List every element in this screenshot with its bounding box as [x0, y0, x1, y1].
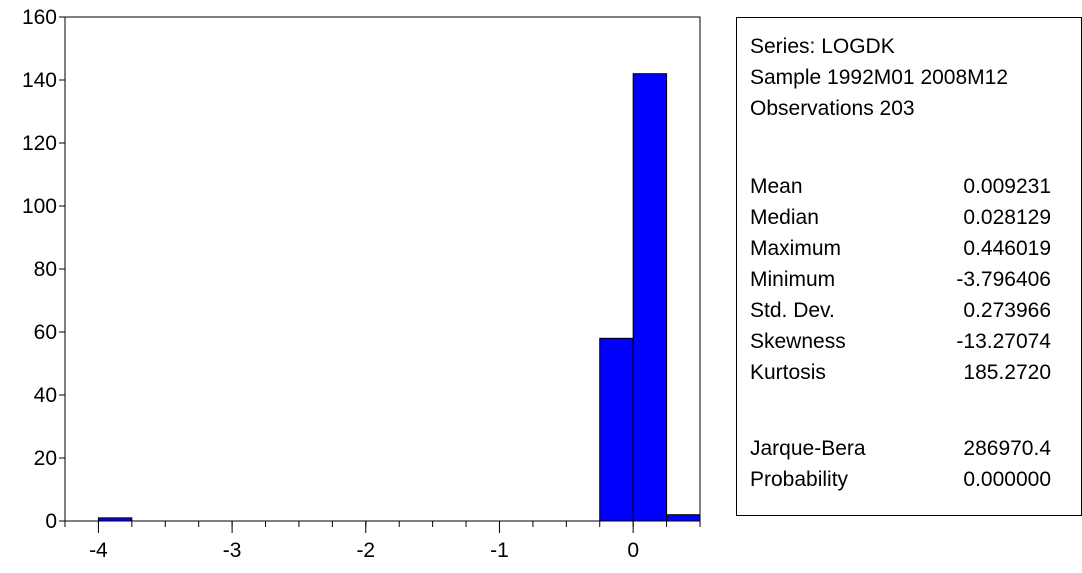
stat-value-jarque-bera: 286970.4 — [963, 437, 1051, 460]
stat-label-median: Median — [750, 206, 819, 229]
stat-label-jarque-bera: Jarque-Bera — [750, 437, 866, 460]
y-tick-label: 140 — [22, 69, 57, 92]
x-tick-label: -4 — [89, 539, 108, 562]
histogram-bar — [599, 337, 634, 522]
y-tick-label: 20 — [34, 447, 57, 470]
stat-value-minimum: -3.796406 — [956, 268, 1051, 291]
stat-value-kurtosis: 185.2720 — [963, 361, 1051, 384]
stat-value-probability: 0.000000 — [963, 468, 1051, 491]
stat-label-kurtosis: Kurtosis — [750, 361, 826, 384]
histogram-chart: 0 20 40 60 80 100 120 140 160 -4 -3 -2 -1 0 — [22, 6, 701, 562]
x-tick-label: -3 — [223, 539, 242, 562]
stat-value-std-dev: 0.273966 — [963, 299, 1051, 322]
histogram-bar — [97, 517, 133, 522]
histogram-bar — [666, 514, 701, 522]
y-tick-label: 100 — [22, 195, 57, 218]
stat-label-maximum: Maximum — [750, 237, 842, 260]
y-tick-label: 80 — [34, 258, 57, 281]
stat-value-maximum: 0.446019 — [963, 237, 1051, 260]
observations-count: Observations 203 — [750, 97, 915, 120]
x-tick-label: -1 — [490, 539, 509, 562]
y-tick-label: 40 — [34, 384, 57, 407]
sample-range: Sample 1992M01 2008M12 — [750, 66, 1009, 89]
stat-label-skewness: Skewness — [750, 330, 846, 353]
series-name: Series: LOGDK — [750, 35, 895, 58]
stat-value-mean: 0.009231 — [963, 175, 1051, 198]
stat-label-std-dev: Std. Dev. — [750, 299, 835, 322]
stat-value-skewness: -13.27074 — [956, 330, 1051, 353]
statistics-panel: Series: LOGDK Sample 1992M01 2008M12 Obs… — [736, 17, 1082, 516]
x-tick-label: 0 — [627, 539, 639, 562]
y-tick-label: 0 — [45, 510, 57, 533]
stat-label-probability: Probability — [750, 468, 849, 491]
stat-label-mean: Mean — [750, 175, 803, 198]
stat-label-minimum: Minimum — [750, 268, 836, 291]
x-tick-label: -2 — [356, 539, 375, 562]
y-tick-label: 60 — [34, 321, 57, 344]
stat-value-median: 0.028129 — [963, 206, 1051, 229]
histogram-bar — [632, 73, 668, 522]
y-tick-label: 120 — [22, 132, 57, 155]
y-tick-label: 160 — [22, 6, 57, 29]
